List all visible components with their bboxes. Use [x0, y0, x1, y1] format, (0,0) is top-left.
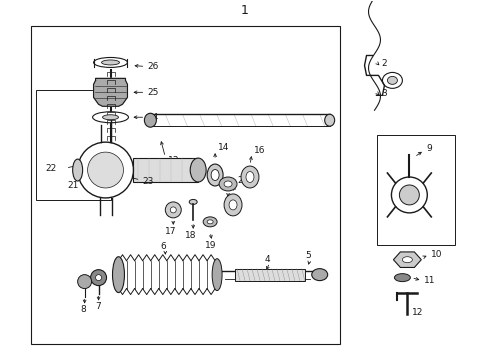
Text: 10: 10	[431, 250, 443, 259]
Circle shape	[77, 275, 92, 289]
Text: 5: 5	[306, 251, 312, 260]
Bar	[377, 135, 455, 245]
Text: 14: 14	[218, 143, 229, 152]
Text: 17: 17	[165, 227, 177, 236]
Ellipse shape	[312, 269, 328, 280]
Bar	[235, 269, 305, 280]
Ellipse shape	[73, 159, 83, 181]
Text: 19: 19	[205, 241, 217, 250]
Circle shape	[91, 270, 106, 285]
Circle shape	[165, 202, 181, 218]
Ellipse shape	[203, 217, 217, 227]
Bar	[36, 90, 111, 200]
Ellipse shape	[190, 158, 206, 182]
Text: 1: 1	[241, 4, 249, 17]
Text: 8: 8	[81, 305, 86, 314]
Ellipse shape	[101, 60, 120, 65]
Ellipse shape	[94, 58, 127, 67]
Ellipse shape	[145, 113, 156, 127]
Text: 6: 6	[160, 242, 166, 251]
Text: 23: 23	[143, 177, 154, 186]
Ellipse shape	[229, 200, 237, 210]
Bar	[31, 26, 340, 345]
Text: 20: 20	[237, 176, 248, 185]
Circle shape	[96, 275, 101, 280]
Ellipse shape	[383, 72, 402, 88]
Text: 12: 12	[413, 308, 424, 317]
Ellipse shape	[219, 177, 237, 191]
Circle shape	[392, 177, 427, 213]
Ellipse shape	[402, 257, 413, 263]
Ellipse shape	[212, 259, 222, 291]
Text: 16: 16	[254, 145, 266, 154]
Text: 22: 22	[46, 163, 57, 172]
Text: 4: 4	[265, 255, 270, 264]
Ellipse shape	[207, 220, 213, 224]
Text: 18: 18	[185, 231, 196, 240]
Circle shape	[77, 142, 133, 198]
Circle shape	[171, 207, 176, 213]
Text: 15: 15	[230, 198, 242, 207]
Ellipse shape	[113, 257, 124, 293]
Polygon shape	[393, 252, 421, 267]
Ellipse shape	[189, 199, 197, 204]
Ellipse shape	[211, 170, 219, 180]
Text: 24: 24	[147, 113, 159, 122]
Ellipse shape	[246, 171, 254, 183]
Ellipse shape	[241, 166, 259, 188]
Ellipse shape	[207, 164, 223, 186]
Ellipse shape	[102, 115, 119, 120]
Text: 26: 26	[147, 62, 159, 71]
Text: 13: 13	[168, 156, 180, 165]
Bar	[133, 158, 198, 182]
Text: 9: 9	[426, 144, 432, 153]
Text: 11: 11	[424, 276, 436, 285]
Circle shape	[399, 185, 419, 205]
Text: 7: 7	[96, 302, 101, 311]
Circle shape	[88, 152, 123, 188]
Ellipse shape	[224, 194, 242, 216]
Text: 25: 25	[147, 88, 159, 97]
Ellipse shape	[388, 76, 397, 84]
Polygon shape	[94, 78, 127, 106]
Text: 21: 21	[68, 181, 79, 190]
Ellipse shape	[325, 114, 335, 126]
Text: 2: 2	[382, 59, 387, 68]
Ellipse shape	[224, 181, 232, 187]
Ellipse shape	[93, 112, 128, 123]
Text: 3: 3	[382, 89, 387, 98]
Ellipse shape	[394, 274, 410, 282]
